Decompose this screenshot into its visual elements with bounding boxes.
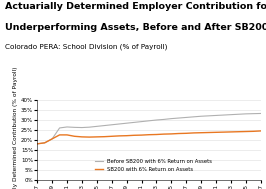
SB200 with 6% Return on Assets [118,135,121,137]
Before SB200 with 6% Return on Assets [185,116,188,119]
Before SB200 with 6% Return on Assets [222,114,225,116]
Before SB200 with 6% Return on Assets [95,125,98,128]
Before SB200 with 6% Return on Assets [244,113,247,115]
Before SB200 with 6% Return on Assets [36,143,39,145]
Before SB200 with 6% Return on Assets [110,124,113,126]
SB200 with 6% Return on Assets [170,133,173,135]
Before SB200 with 6% Return on Assets [162,118,165,121]
SB200 with 6% Return on Assets [147,134,151,136]
Before SB200 with 6% Return on Assets [207,115,210,117]
Before SB200 with 6% Return on Assets [170,118,173,120]
Legend: Before SB200 with 6% Return on Assets, SB200 with 6% Return on Assets: Before SB200 with 6% Return on Assets, S… [94,158,213,173]
SB200 with 6% Return on Assets [259,130,262,132]
SB200 with 6% Return on Assets [185,132,188,134]
Before SB200 with 6% Return on Assets [125,122,128,124]
SB200 with 6% Return on Assets [132,134,136,136]
Before SB200 with 6% Return on Assets [88,126,91,128]
SB200 with 6% Return on Assets [88,136,91,138]
SB200 with 6% Return on Assets [110,135,113,137]
SB200 with 6% Return on Assets [36,143,39,145]
Text: Underperforming Assets, Before and After SB200: Underperforming Assets, Before and After… [5,23,266,32]
Line: SB200 with 6% Return on Assets: SB200 with 6% Return on Assets [37,131,261,144]
Before SB200 with 6% Return on Assets [229,114,232,116]
Before SB200 with 6% Return on Assets [237,113,240,115]
Before SB200 with 6% Return on Assets [252,112,255,115]
Before SB200 with 6% Return on Assets [147,120,151,122]
Before SB200 with 6% Return on Assets [140,120,143,123]
Before SB200 with 6% Return on Assets [43,142,46,144]
SB200 with 6% Return on Assets [200,132,203,134]
SB200 with 6% Return on Assets [58,134,61,136]
Before SB200 with 6% Return on Assets [58,127,61,129]
Before SB200 with 6% Return on Assets [51,138,54,140]
SB200 with 6% Return on Assets [177,132,180,135]
Before SB200 with 6% Return on Assets [192,116,195,118]
SB200 with 6% Return on Assets [125,135,128,137]
SB200 with 6% Return on Assets [222,131,225,133]
Before SB200 with 6% Return on Assets [214,114,218,117]
Before SB200 with 6% Return on Assets [200,115,203,117]
SB200 with 6% Return on Assets [80,136,84,138]
SB200 with 6% Return on Assets [237,131,240,133]
SB200 with 6% Return on Assets [43,142,46,144]
Before SB200 with 6% Return on Assets [132,121,136,124]
Line: Before SB200 with 6% Return on Assets: Before SB200 with 6% Return on Assets [37,113,261,144]
Y-axis label: Actuarially Determined Contribution (% of Payroll): Actuarially Determined Contribution (% o… [13,66,18,189]
Before SB200 with 6% Return on Assets [73,126,76,129]
Before SB200 with 6% Return on Assets [155,119,158,121]
SB200 with 6% Return on Assets [103,136,106,138]
Before SB200 with 6% Return on Assets [80,126,84,129]
SB200 with 6% Return on Assets [65,134,69,136]
SB200 with 6% Return on Assets [51,138,54,140]
Before SB200 with 6% Return on Assets [103,124,106,127]
Before SB200 with 6% Return on Assets [118,123,121,125]
Text: Colorado PERA: School Division (% of Payroll): Colorado PERA: School Division (% of Pay… [5,43,168,50]
SB200 with 6% Return on Assets [214,131,218,133]
SB200 with 6% Return on Assets [95,136,98,138]
Text: Actuarially Determined Employer Contribution for: Actuarially Determined Employer Contribu… [5,2,266,11]
Before SB200 with 6% Return on Assets [259,112,262,115]
SB200 with 6% Return on Assets [252,130,255,132]
Before SB200 with 6% Return on Assets [65,126,69,128]
SB200 with 6% Return on Assets [140,134,143,136]
Before SB200 with 6% Return on Assets [177,117,180,119]
SB200 with 6% Return on Assets [229,131,232,133]
SB200 with 6% Return on Assets [162,133,165,135]
SB200 with 6% Return on Assets [73,135,76,137]
SB200 with 6% Return on Assets [244,130,247,133]
SB200 with 6% Return on Assets [155,133,158,136]
SB200 with 6% Return on Assets [207,131,210,134]
SB200 with 6% Return on Assets [192,132,195,134]
